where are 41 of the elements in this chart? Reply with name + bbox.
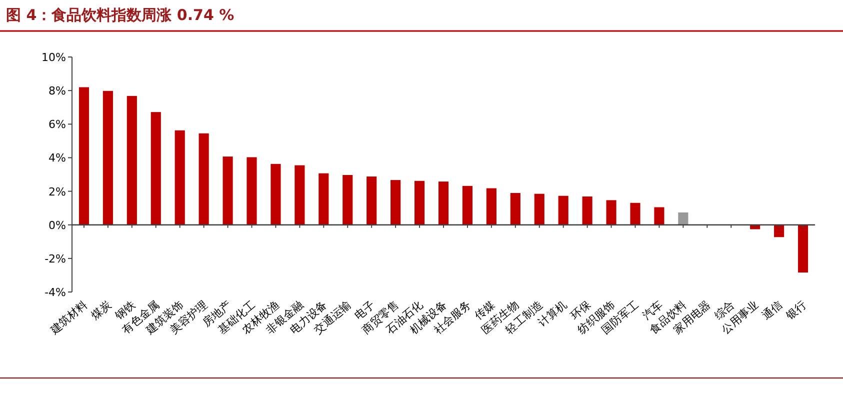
bar xyxy=(318,173,329,225)
x-tick-label: 通信 xyxy=(760,298,785,322)
bar xyxy=(558,196,568,225)
y-tick-label: 2% xyxy=(48,185,66,198)
y-tick-label: -2% xyxy=(44,252,66,266)
y-tick-label: 0% xyxy=(48,218,66,232)
bar xyxy=(486,188,496,225)
bar xyxy=(510,192,520,225)
bar xyxy=(438,182,449,225)
bar xyxy=(390,180,401,225)
bar xyxy=(366,176,377,225)
x-tick-label: 银行 xyxy=(782,298,809,324)
y-tick-label: 4% xyxy=(48,152,66,165)
bar xyxy=(774,224,784,238)
bar xyxy=(198,133,209,225)
bar xyxy=(342,175,353,225)
bar xyxy=(630,202,640,225)
bar xyxy=(414,180,425,225)
bar xyxy=(294,165,305,225)
y-tick-label: 10% xyxy=(42,51,66,64)
bar xyxy=(126,96,137,225)
y-tick-label: -4% xyxy=(44,286,66,299)
bar xyxy=(654,207,664,225)
bar xyxy=(270,164,281,225)
bar xyxy=(102,90,113,225)
x-tick-label: 建筑材料 xyxy=(47,298,90,338)
chart-title: 图 4：食品饮料指数周涨 0.74 % xyxy=(6,6,234,24)
y-tick-label: 8% xyxy=(48,84,66,98)
bar xyxy=(462,186,472,225)
bar xyxy=(534,194,544,225)
bar xyxy=(174,130,185,225)
bar xyxy=(798,224,808,273)
bar xyxy=(222,156,233,225)
bar xyxy=(150,112,161,225)
bar xyxy=(246,157,257,225)
x-tick-label: 煤炭 xyxy=(88,298,114,322)
bar xyxy=(78,87,90,225)
y-tick-label: 6% xyxy=(48,118,66,132)
bar xyxy=(582,196,592,225)
bar xyxy=(678,212,688,225)
bar xyxy=(606,200,616,225)
